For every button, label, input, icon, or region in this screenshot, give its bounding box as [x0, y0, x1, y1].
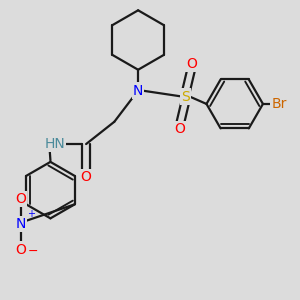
Text: N: N: [16, 217, 26, 231]
Text: O: O: [174, 122, 185, 136]
Text: O: O: [81, 170, 92, 184]
Text: HN: HN: [44, 137, 65, 151]
Text: S: S: [181, 89, 190, 103]
Text: +: +: [27, 209, 35, 219]
Text: O: O: [15, 243, 26, 256]
Text: N: N: [133, 84, 143, 98]
Text: O: O: [186, 57, 197, 71]
Text: −: −: [27, 244, 38, 258]
Text: O: O: [15, 192, 26, 206]
Text: Br: Br: [272, 97, 287, 111]
